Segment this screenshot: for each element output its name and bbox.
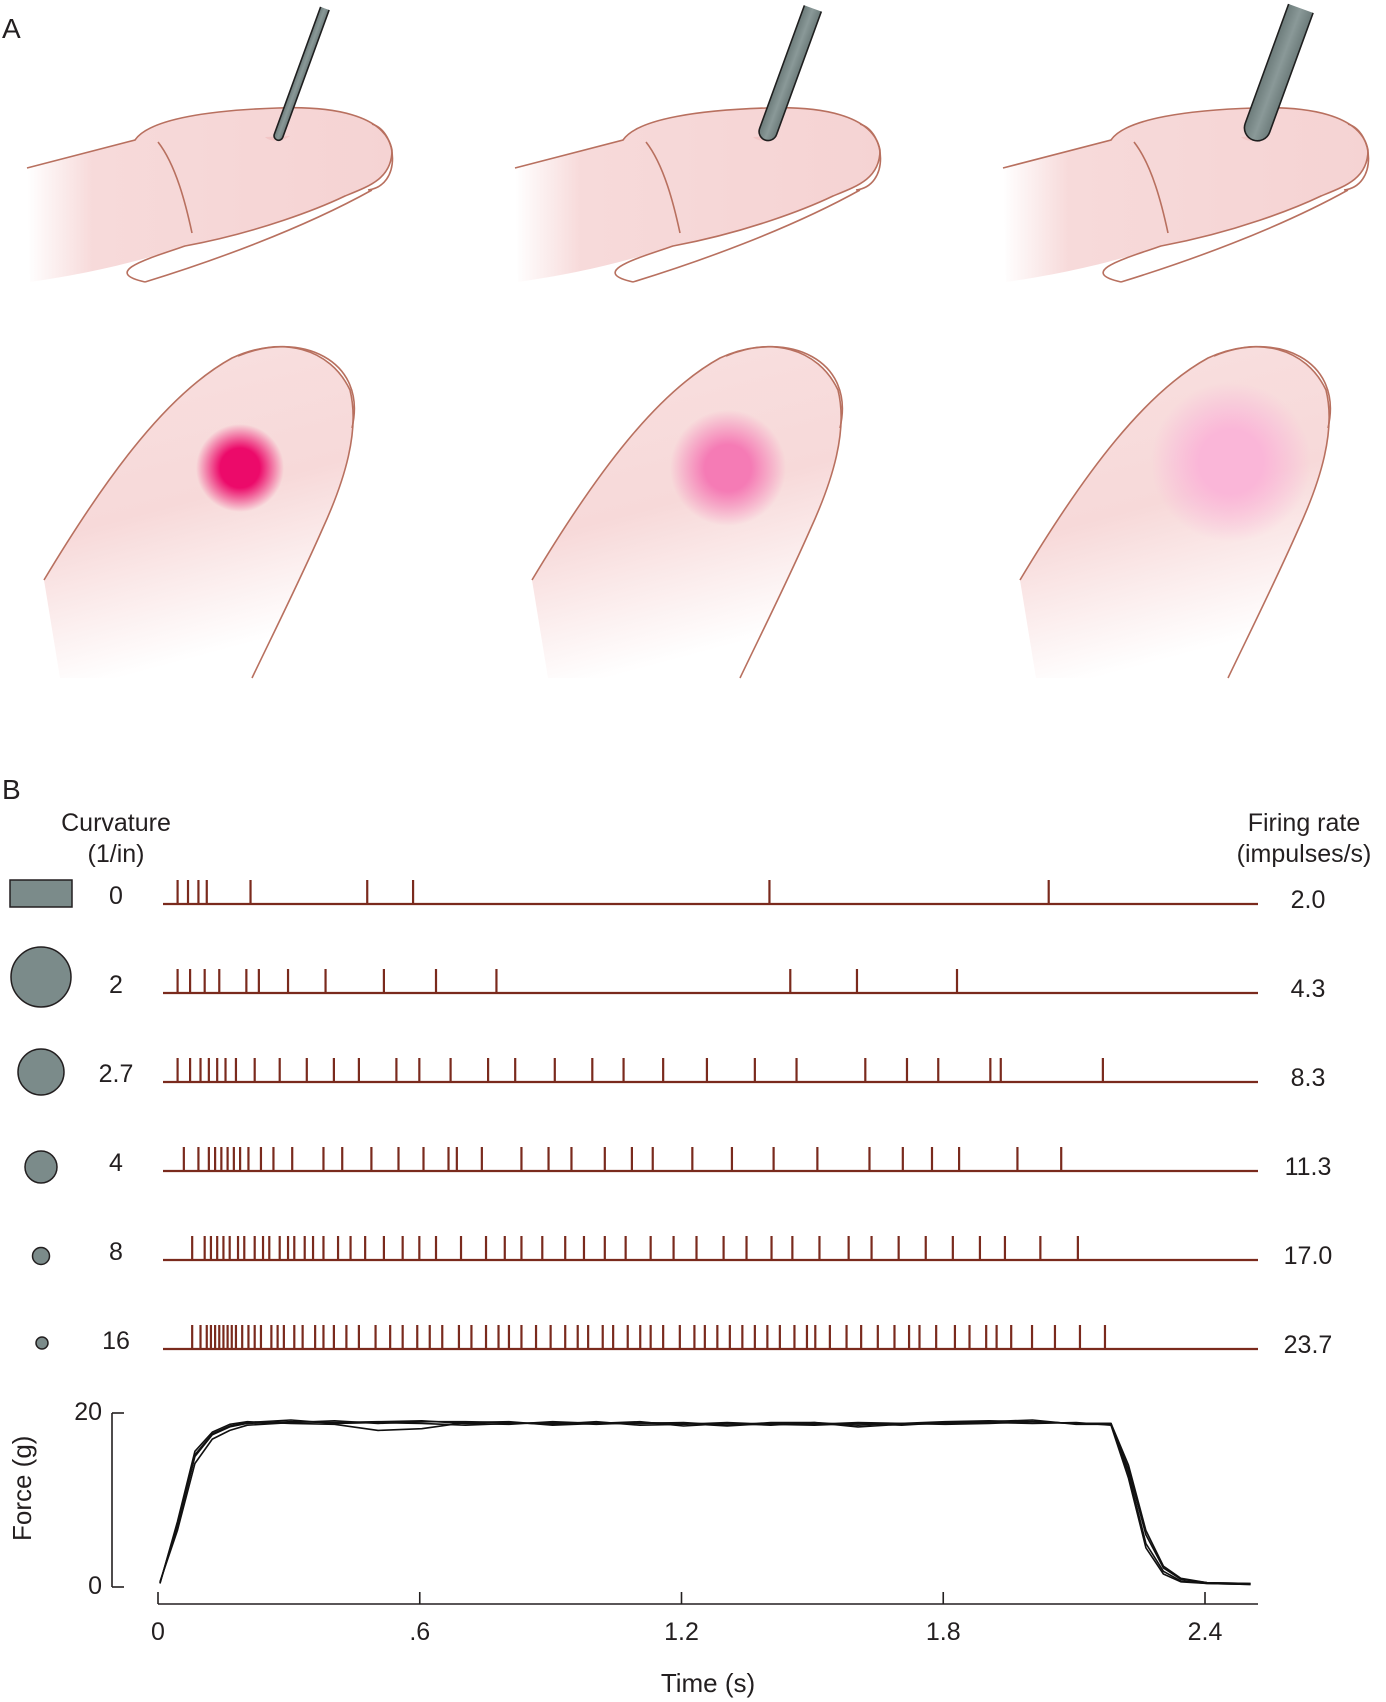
probe-medium-circle-icon (17, 1048, 65, 1096)
pressure-spot-1 (196, 424, 284, 512)
side-finger-nail (1343, 123, 1370, 191)
panel-a-letter: A (2, 13, 21, 44)
blunt-probe-icon (1243, 3, 1314, 142)
firing-rate-value: 23.7 (1283, 1331, 1333, 1359)
fingertip-body (532, 346, 842, 678)
curvature-value: 2 (109, 971, 123, 999)
side-finger-1 (26, 6, 394, 283)
fingertip-nail (237, 346, 355, 429)
force-trace-1 (159, 1420, 1251, 1586)
side-finger-body (27, 107, 392, 282)
side-finger-3 (1002, 3, 1370, 283)
raster-row-5 (163, 1236, 1258, 1262)
curvature-value: 4 (109, 1149, 123, 1177)
side-finger-lower-edge (632, 189, 861, 283)
force-chart (111, 1412, 1258, 1605)
force-trace-4 (159, 1419, 1251, 1585)
probe-flat-rectangle-icon (9, 879, 73, 908)
probe-small-circle-icon (24, 1150, 58, 1184)
firing-rate-header-line2: (impulses/s) (1236, 839, 1372, 868)
y-tick-label: 20 (74, 1398, 102, 1426)
curvature-value: 2.7 (98, 1060, 134, 1088)
probe-large-circle-icon (10, 946, 72, 1008)
firing-rate-value: 4.3 (1290, 975, 1326, 1003)
side-finger-outline (26, 106, 393, 283)
raster-row-1 (163, 880, 1258, 906)
side-finger-nail (367, 123, 394, 191)
side-finger-crease (157, 141, 193, 234)
fingertip-outline (43, 345, 354, 679)
spike-rasters (163, 880, 1258, 1351)
side-finger-body (1003, 107, 1368, 282)
sharp-probe-icon (273, 6, 330, 142)
fingertip-body (44, 346, 354, 678)
force-trace-3 (159, 1420, 1251, 1586)
curvature-header-line1: Curvature (61, 809, 171, 837)
probe-tiny-circle-icon (31, 1246, 51, 1266)
time-axis-title: Time (s) (660, 1668, 756, 1698)
firing-rate-value: 2.0 (1290, 886, 1326, 914)
fingertip-3 (1019, 345, 1331, 679)
x-tick-label: 2.4 (1187, 1618, 1223, 1646)
firing-rate-header-line1: Firing rate (1247, 809, 1361, 837)
x-tick-label: 1.2 (664, 1618, 699, 1646)
pressure-spot-2 (670, 410, 786, 526)
probe-dot-circle-icon (35, 1336, 49, 1350)
firing-rate-header: Firing rate (impulses/s) (1222, 808, 1386, 869)
x-tick-label: .6 (409, 1618, 431, 1646)
side-finger-nail (855, 123, 882, 191)
fingertip-nail (725, 346, 843, 429)
curvature-value: 16 (102, 1327, 130, 1355)
curvature-header-line2: (1/in) (87, 839, 145, 868)
side-finger-body (515, 107, 880, 282)
raster-row-4 (163, 1147, 1258, 1173)
raster-row-2 (163, 969, 1258, 995)
fingertip-outline (1019, 345, 1330, 679)
curvature-value: 0 (109, 882, 123, 910)
side-finger-outline (514, 106, 881, 283)
side-finger-outline (1002, 106, 1369, 283)
fingertip-1 (43, 345, 355, 679)
x-tick-label: 1.8 (925, 1618, 961, 1646)
force-axis-title: Force (g) (7, 1435, 37, 1541)
x-tick-label: 0 (151, 1618, 165, 1646)
probe-shapes (9, 879, 73, 1350)
force-trace-2 (159, 1419, 1251, 1585)
fingertip-nail (1213, 346, 1331, 429)
side-finger-crease (1133, 141, 1169, 234)
curvature-header: Curvature (1/in) (46, 808, 186, 869)
y-tick-label: 0 (88, 1572, 102, 1600)
curvature-value: 8 (109, 1238, 123, 1266)
firing-rate-value: 11.3 (1284, 1153, 1332, 1181)
firing-rate-value: 8.3 (1290, 1064, 1326, 1092)
side-finger-2 (514, 5, 882, 283)
raster-row-3 (163, 1058, 1258, 1084)
pressure-spot-3 (1151, 382, 1311, 542)
firing-rate-value: 17.0 (1283, 1242, 1333, 1270)
panel-b-letter: B (2, 774, 21, 805)
medium-probe-icon (758, 5, 823, 142)
fingertip-outline (531, 345, 842, 679)
side-finger-crease (645, 141, 681, 234)
raster-row-6 (163, 1325, 1258, 1351)
side-finger-lower-edge (144, 189, 373, 283)
side-finger-lower-edge (1120, 189, 1349, 283)
fingertip-2 (531, 345, 843, 679)
